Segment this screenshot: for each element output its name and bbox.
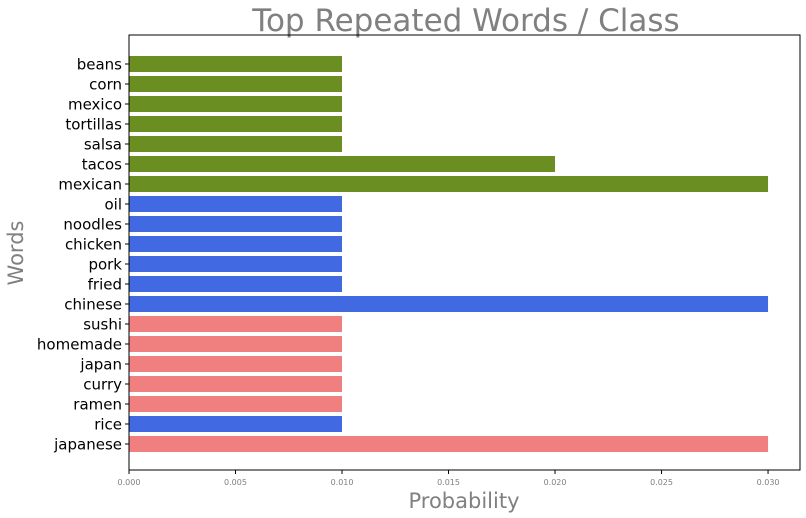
bar-oil [129,196,343,212]
y-tick-label-beans: beans [77,56,122,74]
y-tick-label-homemade: homemade [37,336,122,354]
y-tick-label-japan: japan [79,356,122,374]
x-tick-label: 0.030 [757,478,780,487]
y-tick-label-corn: corn [89,76,122,94]
x-tick-label: 0.020 [544,478,567,487]
y-tick-label-rice: rice [94,416,122,434]
y-tick-label-curry: curry [83,376,122,394]
bar-homemade [129,336,343,352]
x-tick-label: 0.025 [650,478,673,487]
bar-salsa [129,136,343,152]
bar-tortillas [129,116,343,132]
y-tick-label-sushi: sushi [83,316,122,334]
bar-noodles [129,216,343,232]
x-axis-label: Probability [408,489,519,513]
bar-pork [129,256,343,272]
x-tick-label: 0.010 [331,478,354,487]
bar-sushi [129,316,343,332]
y-tick-label-tortillas: tortillas [65,116,122,134]
bar-chinese [129,296,769,312]
bar-chicken [129,236,343,252]
y-tick-label-oil: oil [104,196,122,214]
y-tick-label-chicken: chicken [65,236,122,254]
y-tick-label-ramen: ramen [73,396,122,414]
y-tick-label-japanese: japanese [53,436,122,454]
x-tick-label: 0.005 [224,478,247,487]
bar-curry [129,376,343,392]
y-tick-label-fried: fried [88,276,122,294]
bar-japan [129,356,343,372]
y-tick-label-tacos: tacos [82,156,122,174]
bar-fried [129,276,343,292]
y-tick-label-pork: pork [88,256,122,274]
ticks-group: 0.000 0.005 0.010 0.015 0.020 0.025 0.030 [118,63,780,487]
bar-tacos [129,156,556,172]
bar-mexican [129,176,769,192]
y-tick-label-chinese: chinese [64,296,122,314]
y-tick-label-mexican: mexican [58,176,122,194]
x-tick-label: 0.015 [437,478,460,487]
y-tick-label-salsa: salsa [84,136,122,154]
y-axis-label: Words [4,221,28,286]
bar-japanese [129,436,769,452]
y-tick-label-mexico: mexico [68,96,122,114]
category-labels: beans corn mexico tortillas salsa tacos mexica… [37,56,122,454]
x-tick-label: 0.000 [118,478,141,487]
bar-mexico [129,96,343,112]
plot-frame [128,34,801,471]
bar-corn [129,76,343,92]
bar-ramen [129,396,343,412]
bar-beans [129,56,343,72]
bars-group [129,56,769,452]
bar-rice [129,416,343,432]
y-tick-label-noodles: noodles [63,216,122,234]
chart-title: Top Repeated Words / Class [251,3,679,39]
